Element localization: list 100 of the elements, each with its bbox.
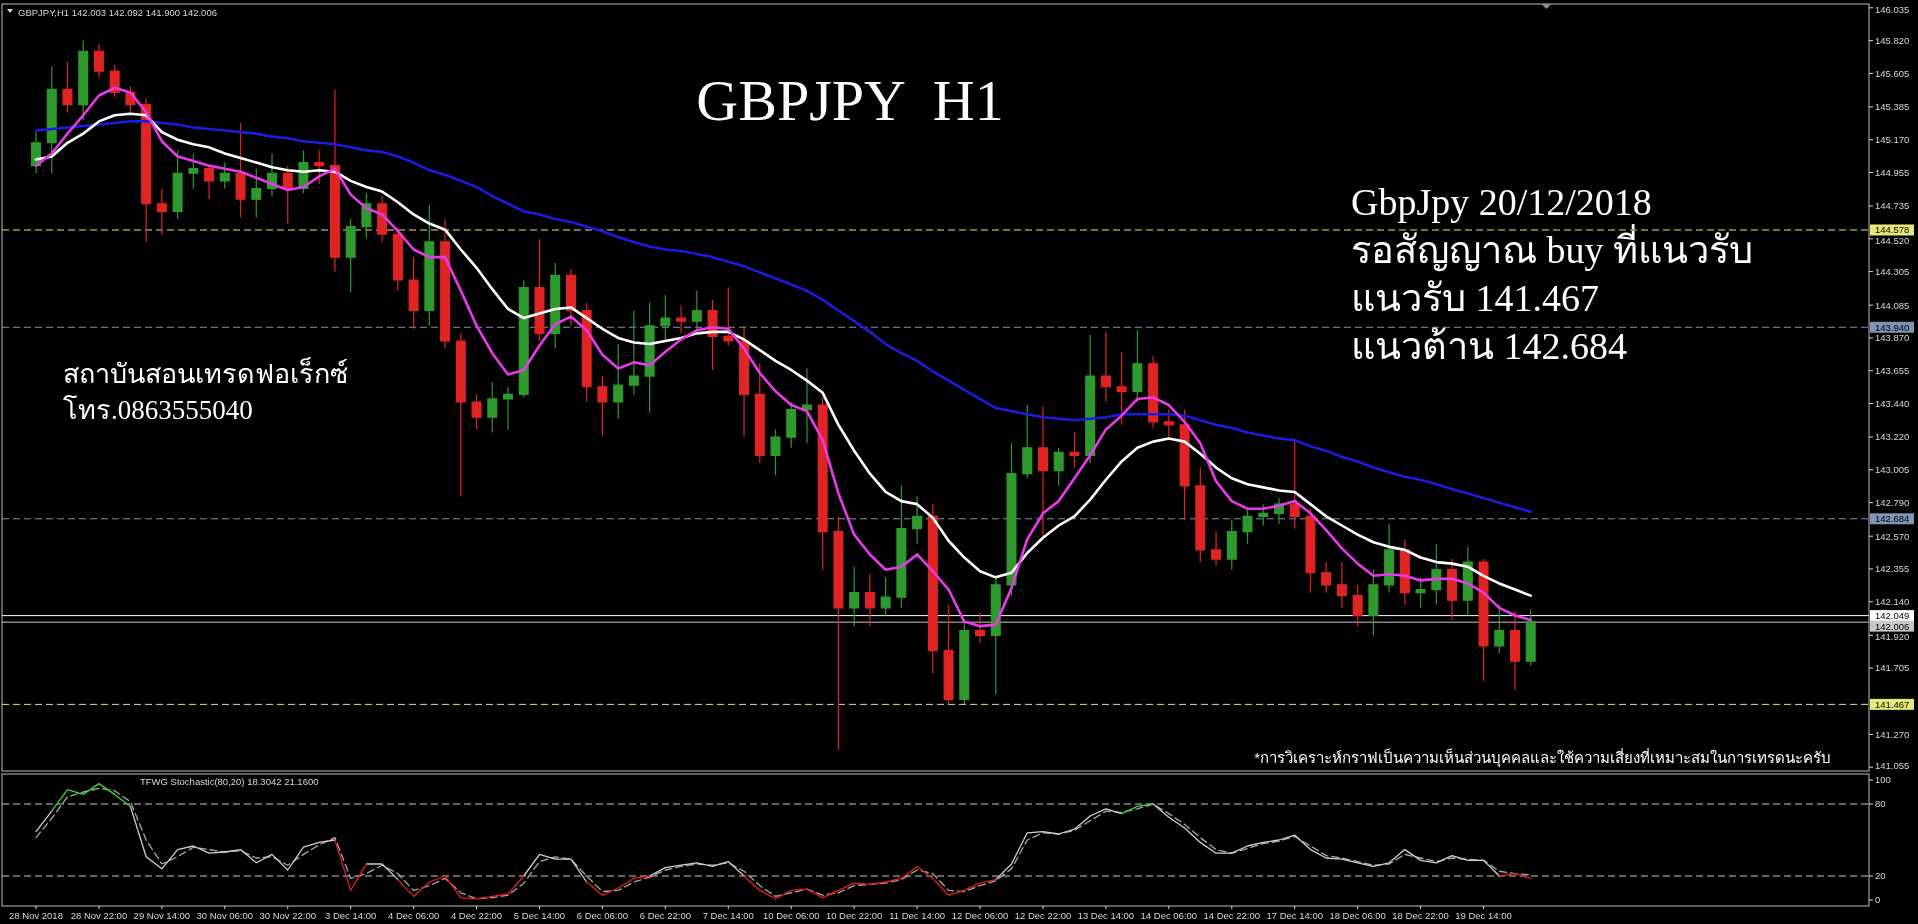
y-tick-label: 20 [1875, 870, 1886, 882]
candlestick [345, 218, 356, 293]
y-tick-label: 141.705 [1875, 662, 1910, 674]
annotation: โทร.0863555040 [63, 395, 253, 425]
candlestick [1415, 576, 1426, 609]
candlestick [801, 367, 812, 444]
candlestick [78, 40, 89, 121]
candlestick [754, 363, 765, 464]
candlestick [1132, 329, 1143, 403]
x-tick-label: 10 Dec 22:00 [825, 910, 883, 921]
candlestick [1085, 334, 1096, 464]
candlestick [597, 375, 608, 437]
candlestick [676, 305, 687, 334]
candlestick [959, 622, 970, 705]
x-tick-label: 30 Nov 06:00 [196, 910, 254, 921]
candlestick [329, 88, 340, 273]
annotation: แนวต้าน 142.684 [1351, 325, 1627, 367]
candlestick [46, 65, 57, 174]
candlestick [660, 294, 671, 342]
y-tick-label: 144.955 [1875, 166, 1910, 178]
candlestick [1525, 608, 1536, 667]
text: GBPJPY H1 [696, 68, 1004, 133]
candlestick [235, 122, 246, 219]
y-tick-label: 141.270 [1875, 728, 1910, 740]
candlestick [1494, 604, 1505, 655]
candlestick [1258, 503, 1269, 527]
candlestick [896, 485, 907, 609]
candlestick [581, 302, 592, 403]
x-tick-label: 30 Nov 22:00 [259, 910, 316, 921]
candlestick [691, 290, 702, 331]
x-tick-label: 28 Nov 22:00 [70, 910, 128, 921]
candlestick [314, 149, 325, 185]
x-tick-label: 4 Dec 06:00 [388, 910, 440, 921]
y-tick-label: 143.440 [1875, 397, 1910, 409]
candlestick [1022, 404, 1033, 479]
y-tick-label: 144.520 [1875, 234, 1910, 246]
candlestick [1211, 531, 1222, 566]
y-tick-label: 145.820 [1875, 35, 1910, 46]
x-tick-label: 12 Dec 22:00 [1014, 910, 1072, 921]
candlestick [975, 611, 986, 644]
x-tick-label: 12 Dec 06:00 [951, 910, 1009, 921]
candlestick [1179, 409, 1190, 520]
candlestick [739, 325, 750, 438]
candlestick [440, 218, 451, 350]
candlestick [188, 152, 199, 190]
y-tick-label: 143.005 [1875, 464, 1910, 476]
x-tick-label: 28 Nov 2018 [9, 910, 63, 921]
candlestick [471, 393, 482, 431]
x-tick-label: 13 Dec 14:00 [1077, 910, 1135, 921]
candlestick [219, 161, 230, 190]
candlestick [1478, 558, 1489, 682]
annotation: GBPJPY,H1 142.003 142.092 141.900 142.006 [18, 7, 217, 18]
y-tick-label: 146.035 [1875, 3, 1910, 15]
candlestick [172, 149, 183, 220]
x-tick-label: 18 Dec 22:00 [1392, 910, 1449, 921]
candlestick [644, 302, 655, 414]
candlestick [927, 503, 938, 675]
candlestick [392, 226, 403, 292]
y-tick-label: 143.655 [1875, 365, 1910, 377]
y-tick-label: 142.355 [1875, 563, 1910, 575]
x-tick-label: 7 Dec 14:00 [702, 910, 754, 921]
candlestick [1305, 508, 1316, 594]
candlestick [1352, 584, 1363, 627]
candlestick [1037, 405, 1048, 537]
candlestick [1509, 610, 1520, 691]
x-tick-label: 6 Dec 06:00 [576, 910, 629, 921]
candlestick [1226, 518, 1237, 571]
candlestick [503, 386, 514, 431]
candlestick [912, 495, 923, 545]
y-tick-label: 143.220 [1875, 431, 1910, 443]
candlestick [833, 515, 844, 751]
x-tick-label: 5 Dec 14:00 [513, 910, 566, 921]
candlestick [455, 332, 466, 498]
ref-line-label: 142.684 [1875, 513, 1910, 525]
x-tick-label: 19 Dec 14:00 [1455, 910, 1512, 921]
x-tick-label: 29 Nov 14:00 [133, 910, 191, 921]
candlestick [1384, 523, 1395, 594]
annotation: แนวรับ 141.467 [1351, 277, 1599, 319]
candlestick [1006, 442, 1017, 597]
y-tick-label: 141.920 [1875, 631, 1910, 643]
candlestick [1100, 331, 1111, 403]
candlestick [534, 238, 545, 342]
line-series [35, 787, 1532, 900]
candlestick [786, 401, 797, 449]
x-tick-label: 3 Dec 14:00 [325, 910, 377, 921]
x-tick-label: 11 Dec 14:00 [889, 910, 945, 921]
candlestick [880, 576, 891, 617]
x-tick-label: 10 Dec 06:00 [762, 910, 820, 921]
candlestick [1053, 447, 1064, 487]
candlestick [251, 168, 262, 219]
ref-line-label: 143.940 [1875, 321, 1910, 333]
y-tick-label: 0 [1875, 894, 1881, 906]
candlestick [1368, 569, 1379, 636]
candlestick [141, 97, 152, 243]
candlestick [93, 43, 104, 78]
candlestick [1148, 355, 1159, 429]
candlestick [723, 287, 734, 347]
y-tick-label: 80 [1875, 798, 1886, 810]
candlestick [408, 256, 419, 330]
candlestick [204, 165, 215, 200]
